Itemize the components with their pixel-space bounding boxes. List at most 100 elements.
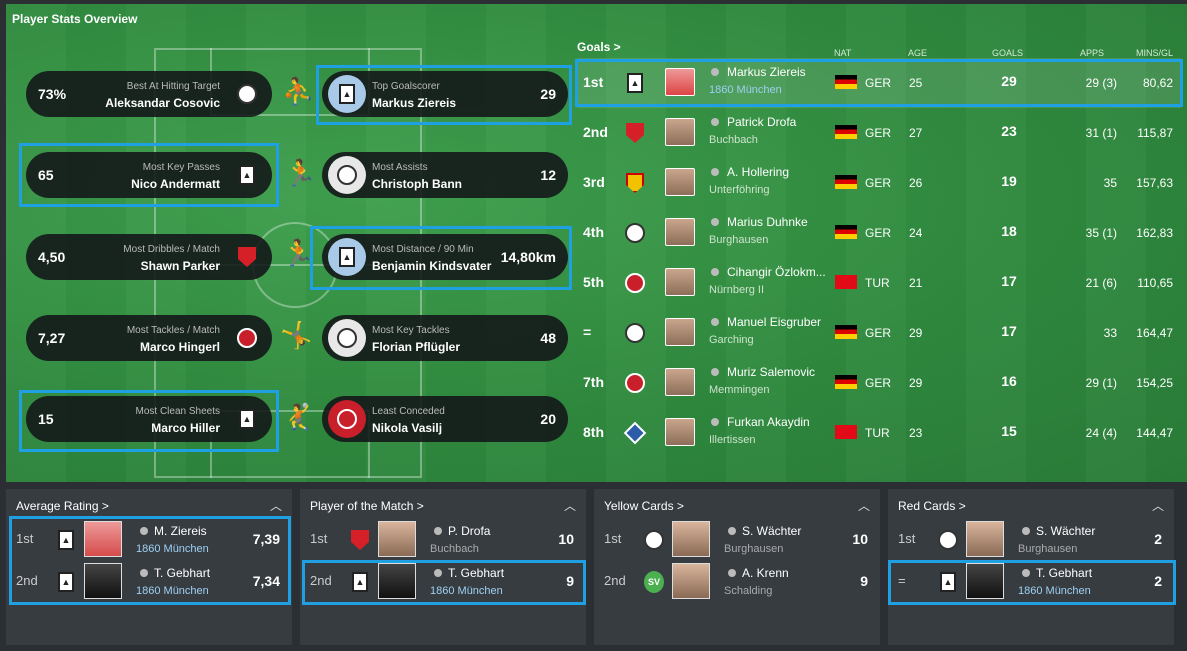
goals-row[interactable]: 5th Cihangir Özlokm... Nürnberg II TUR 21 17 2…: [577, 258, 1181, 308]
stat-player[interactable]: Marco Hingerl: [139, 340, 220, 354]
player-name[interactable]: Marius Duhnke: [727, 215, 808, 229]
club-crest-icon: ▲: [56, 530, 76, 550]
stat-player[interactable]: Nico Andermatt: [131, 177, 220, 191]
goals-row[interactable]: 4th Marius Duhnke Burghausen GER 24 18 35 (1) 1…: [577, 208, 1181, 258]
stat-player[interactable]: Nikola Vasilj: [372, 421, 443, 435]
collapse-chevron-icon[interactable]: ︿: [857, 499, 870, 513]
player-name[interactable]: M. Ziereis: [154, 524, 207, 538]
goals-row[interactable]: = Manuel Eisgruber Garching GER 29 17 33 164,47: [577, 308, 1181, 358]
player-club[interactable]: Buchbach: [709, 134, 758, 146]
info-icon[interactable]: [434, 569, 442, 577]
info-icon[interactable]: [711, 168, 719, 176]
highlight-box: [310, 226, 572, 290]
collapse-chevron-icon[interactable]: ︿: [1151, 499, 1164, 513]
player-name[interactable]: T. Gebhart: [154, 566, 211, 580]
info-icon[interactable]: [1022, 527, 1030, 535]
stat-least-conceded[interactable]: Least Conceded Nikola Vasilj 20: [322, 396, 568, 442]
goals-row[interactable]: 2nd Patrick Drofa Buchbach GER 27 23 31 (1) 115…: [577, 108, 1181, 158]
info-icon[interactable]: [711, 368, 719, 376]
card-row[interactable]: = ▲ T. Gebhart 1860 München 2: [888, 561, 1174, 603]
goals-link[interactable]: Goals >: [577, 40, 621, 54]
player-name[interactable]: T. Gebhart: [1036, 566, 1093, 580]
card-title-link[interactable]: Yellow Cards >: [604, 499, 684, 513]
player-club[interactable]: Unterföhring: [709, 184, 770, 196]
player-photo: [378, 521, 416, 557]
stat-player[interactable]: Christoph Bann: [372, 177, 462, 191]
info-icon[interactable]: [711, 118, 719, 126]
player-name[interactable]: Markus Ziereis: [727, 65, 806, 79]
mins-per-goal: 115,87: [1137, 126, 1173, 140]
info-icon[interactable]: [1022, 569, 1030, 577]
player-club[interactable]: 1860 München: [430, 585, 503, 597]
stat-player[interactable]: Benjamin Kindsvater: [372, 259, 492, 273]
card-title-link[interactable]: Red Cards >: [898, 499, 966, 513]
stat-most-clean-sheets[interactable]: 15 Most Clean Sheets Marco Hiller ▲: [26, 396, 272, 442]
info-icon[interactable]: [711, 418, 719, 426]
player-photo: [665, 218, 695, 246]
col-goals[interactable]: GOALS: [992, 48, 1024, 58]
goals-row[interactable]: 8th Furkan Akaydin Illertissen TUR 23 15 24 (4…: [577, 408, 1181, 458]
stat-most-key-tackles[interactable]: Most Key Tackles Florian Pflügler 48: [322, 315, 568, 361]
player-name[interactable]: Manuel Eisgruber: [727, 315, 822, 329]
player-name[interactable]: S. Wächter: [742, 524, 802, 538]
stat-top-goalscorer[interactable]: ▲ Top Goalscorer Markus Ziereis 29: [322, 71, 568, 117]
player-club[interactable]: Garching: [709, 334, 754, 346]
card-row[interactable]: 1st P. Drofa Buchbach 10: [300, 519, 586, 561]
info-icon[interactable]: [711, 68, 719, 76]
player-photo: [84, 563, 122, 599]
player-club[interactable]: Memmingen: [709, 384, 770, 396]
player-club[interactable]: Illertissen: [709, 434, 756, 446]
player-club[interactable]: 1860 München: [1018, 585, 1091, 597]
stat-most-distance[interactable]: ▲ Most Distance / 90 Min Benjamin Kindsv…: [322, 234, 568, 280]
stat-player[interactable]: Markus Ziereis: [372, 96, 457, 110]
player-club[interactable]: 1860 München: [136, 585, 209, 597]
player-name[interactable]: T. Gebhart: [448, 566, 505, 580]
player-club[interactable]: 1860 München: [709, 84, 782, 96]
player-club[interactable]: Burghausen: [724, 543, 784, 555]
player-name[interactable]: Cihangir Özlokm...: [727, 265, 826, 279]
collapse-chevron-icon[interactable]: ︿: [563, 499, 576, 513]
card-row[interactable]: 1st S. Wächter Burghausen 2: [888, 519, 1174, 561]
player-name[interactable]: A. Hollering: [727, 165, 790, 179]
info-icon[interactable]: [711, 218, 719, 226]
player-club[interactable]: Schalding: [724, 585, 773, 597]
player-name[interactable]: Patrick Drofa: [727, 115, 797, 129]
stat-most-dribbles[interactable]: 4,50 Most Dribbles / Match Shawn Parker: [26, 234, 272, 280]
stat-most-tackles[interactable]: 7,27 Most Tackles / Match Marco Hingerl: [26, 315, 272, 361]
card-row[interactable]: 2nd ▲ T. Gebhart 1860 München 7,34: [6, 561, 292, 603]
stat-best-hitting-target[interactable]: 73% Best At Hitting Target Aleksandar Co…: [26, 71, 272, 117]
player-name[interactable]: S. Wächter: [1036, 524, 1096, 538]
info-icon[interactable]: [711, 268, 719, 276]
player-name[interactable]: A. Krenn: [742, 566, 789, 580]
stat-most-key-passes[interactable]: 65 Most Key Passes Nico Andermatt ▲: [26, 152, 272, 198]
card-row[interactable]: 1st ▲ M. Ziereis 1860 München 7,39: [6, 519, 292, 561]
player-name[interactable]: P. Drofa: [448, 524, 491, 538]
info-icon[interactable]: [711, 318, 719, 326]
player-club[interactable]: Buchbach: [430, 543, 479, 555]
goals-row[interactable]: 7th Muriz Salemovic Memmingen GER 29 16 29 (1)…: [577, 358, 1181, 408]
stat-player[interactable]: Marco Hiller: [151, 421, 220, 435]
stat-most-assists[interactable]: Most Assists Christoph Bann 12: [322, 152, 568, 198]
info-icon[interactable]: [140, 569, 148, 577]
goals-row[interactable]: 3rd A. Hollering Unterföhring GER 26 19 35 157,…: [577, 158, 1181, 208]
info-icon[interactable]: [728, 527, 736, 535]
info-icon[interactable]: [434, 527, 442, 535]
info-icon[interactable]: [728, 569, 736, 577]
player-name[interactable]: Muriz Salemovic: [727, 365, 816, 379]
player-name[interactable]: Furkan Akaydin: [727, 415, 810, 429]
player-club[interactable]: Burghausen: [709, 234, 769, 246]
card-title-link[interactable]: Average Rating >: [16, 499, 109, 513]
info-icon[interactable]: [140, 527, 148, 535]
stat-player[interactable]: Shawn Parker: [140, 259, 220, 273]
stat-player[interactable]: Florian Pflügler: [372, 340, 461, 354]
stat-player[interactable]: Aleksandar Cosovic: [105, 96, 220, 110]
player-club[interactable]: 1860 München: [136, 543, 209, 555]
card-title-link[interactable]: Player of the Match >: [310, 499, 424, 513]
card-row[interactable]: 2nd ▲ T. Gebhart 1860 München 9: [300, 561, 586, 603]
player-club[interactable]: Burghausen: [1018, 543, 1078, 555]
collapse-chevron-icon[interactable]: ︿: [269, 499, 282, 513]
card-row[interactable]: 1st S. Wächter Burghausen 10: [594, 519, 880, 561]
card-row[interactable]: 2nd SV A. Krenn Schalding 9: [594, 561, 880, 603]
player-club[interactable]: Nürnberg II: [709, 284, 765, 296]
goals-row[interactable]: 1st ▲ Markus Ziereis 1860 München GER 25 29 29 …: [577, 58, 1181, 108]
